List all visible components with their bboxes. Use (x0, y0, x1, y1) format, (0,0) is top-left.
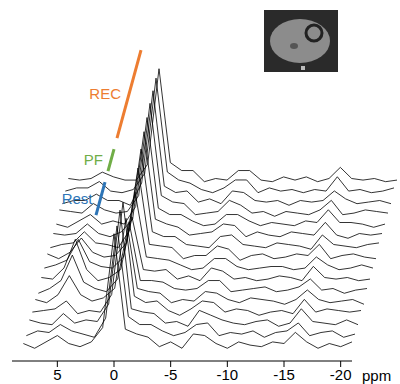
svg-text:-20: -20 (330, 366, 352, 383)
svg-text:5: 5 (53, 366, 61, 383)
svg-text:Rest: Rest (62, 190, 94, 207)
svg-text:-5: -5 (164, 366, 177, 383)
svg-text:REC: REC (89, 85, 121, 102)
svg-text:PF: PF (84, 151, 103, 168)
svg-text:0: 0 (110, 366, 118, 383)
svg-text:-10: -10 (216, 366, 238, 383)
html-text:ppm: ppm (362, 367, 392, 384)
svg-text:-15: -15 (273, 366, 295, 383)
